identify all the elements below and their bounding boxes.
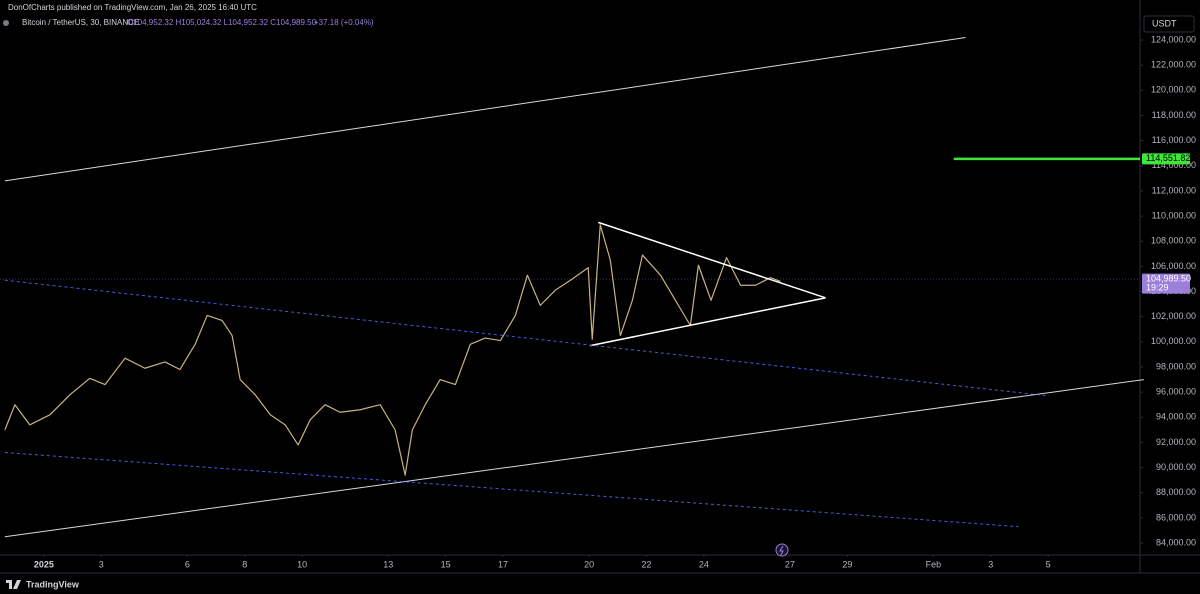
series-line [4,224,781,476]
series-line [590,297,826,347]
y-tick-label: 92,000.00 [1156,437,1196,447]
x-tick-label: Feb [926,559,942,569]
x-tick-label: 27 [785,559,795,569]
y-tick-label: 86,000.00 [1156,512,1196,522]
y-tick-label: 124,000.00 [1151,34,1196,44]
y-tick-label: 100,000.00 [1151,336,1196,346]
y-tick-label: 122,000.00 [1151,60,1196,70]
x-tick-label: 24 [699,559,709,569]
brand-logo [6,580,21,589]
x-tick-label: 22 [641,559,651,569]
series-line [4,452,1019,528]
y-tick-label: 96,000.00 [1156,387,1196,397]
price-label: 104,989.50 [1146,273,1191,283]
publisher: DonOfCharts published on TradingView.com… [8,3,257,12]
y-tick-label: 110,000.00 [1152,210,1196,220]
symbol: Bitcoin / TetherUS, 30, BINANCE [22,18,139,27]
x-tick-label: 2025 [34,559,54,569]
symbol-icon [3,20,9,26]
y-tick-label: 88,000.00 [1156,487,1196,497]
x-tick-label: 17 [498,559,508,569]
y-tick-label: 112,000.00 [1152,185,1196,195]
series-line [598,221,826,299]
currency-box[interactable] [1143,15,1195,33]
x-tick-label: 3 [988,559,993,569]
y-tick-label: 116,000.00 [1152,135,1196,145]
y-tick-label: 98,000.00 [1156,361,1196,371]
change: +37.18 (+0.04%) [314,18,374,27]
y-tick-label: 108,000.00 [1151,236,1196,246]
x-tick-label: 3 [99,559,104,569]
ohlc: O104,952.32 H105,024.32 L104,952.32 C104… [127,18,317,27]
y-tick-label: 102,000.00 [1151,311,1196,321]
y-tick-label: 114,000.00 [1152,160,1196,170]
x-tick-label: 6 [185,559,190,569]
price-label: 114,551.82 [1146,153,1190,163]
y-tick-label: 90,000.00 [1156,462,1196,472]
y-tick-label: 106,000.00 [1151,261,1196,271]
x-tick-label: 10 [297,559,307,569]
currency[interactable]: USDT [1152,18,1177,28]
y-tick-label: 118,000.00 [1152,110,1196,120]
price-label-box [1142,153,1190,165]
price-label-box [1142,273,1190,294]
x-tick-label: 15 [441,559,451,569]
price-label-countdown: 19:29 [1146,282,1169,292]
event-icon[interactable] [775,543,789,557]
x-tick-label: 13 [383,559,393,569]
x-tick-label: 20 [584,559,594,569]
series-line [4,279,1049,397]
series-line [4,37,966,182]
series-line [4,379,1144,538]
x-tick-label: 29 [842,559,852,569]
y-tick-label: 94,000.00 [1156,412,1196,422]
x-tick-label: 5 [1046,559,1051,569]
brand: TradingView [26,579,80,589]
y-tick-label: 84,000.00 [1156,537,1196,547]
x-tick-label: 8 [242,559,247,569]
event-icon-bolt [779,545,784,556]
y-tick-label: 120,000.00 [1151,85,1196,95]
